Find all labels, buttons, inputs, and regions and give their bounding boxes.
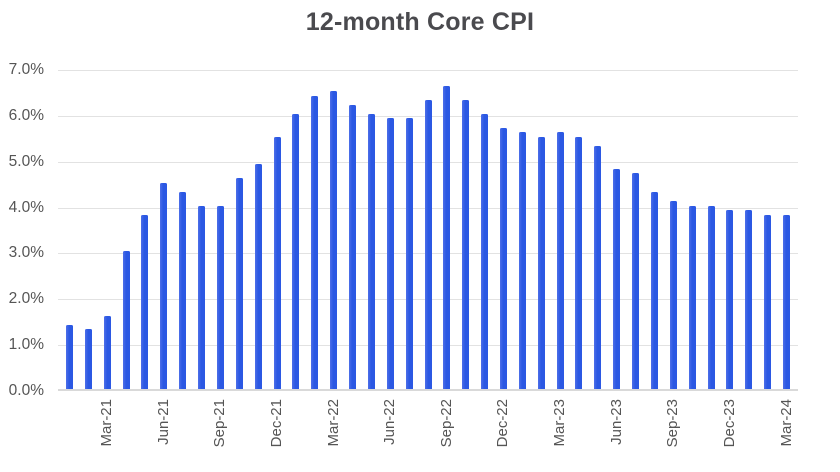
bar (216, 205, 224, 389)
y-tick-label: 0.0% (8, 382, 44, 399)
bar (518, 132, 526, 389)
y-tick-label: 7.0% (8, 61, 44, 78)
bar (311, 95, 319, 389)
y-tick-label: 5.0% (8, 152, 44, 170)
y-axis: 7.0% 6.0% 5.0% 4.0% 3.0% 2.0% 1.0% 0.0% (0, 61, 50, 399)
bar (254, 164, 262, 389)
bar (84, 329, 92, 389)
x-tick-label: Jun-21 (154, 399, 172, 445)
x-tick-label: Dec-23 (720, 399, 738, 448)
chart-title: 12-month Core CPI (305, 8, 535, 36)
bar (764, 214, 772, 389)
x-tick-label: Sep-23 (664, 399, 682, 448)
bar (292, 113, 300, 389)
bar (160, 182, 168, 389)
bar (707, 205, 715, 389)
plot-area (58, 70, 798, 391)
bar (179, 191, 187, 389)
x-tick-label: Sep-21 (211, 399, 229, 448)
x-tick-label: Dec-22 (494, 399, 512, 448)
bar (726, 210, 734, 389)
y-tick-label: 1.0% (8, 336, 44, 354)
bar (273, 136, 281, 389)
bar (367, 113, 375, 389)
y-tick-label: 4.0% (8, 198, 44, 216)
bar (632, 173, 640, 389)
bar (235, 178, 243, 389)
bar (575, 136, 583, 389)
x-axis: Mar-21 Jun-21 Sep-21 Dec-21 Mar-22 Jun-22 Sep-… (58, 391, 798, 471)
bar (443, 86, 451, 389)
bar (330, 90, 338, 389)
y-tick-label: 3.0% (8, 244, 44, 262)
bar (688, 205, 696, 389)
bar (613, 168, 621, 389)
bar (745, 210, 753, 389)
x-tick-label: Jun-22 (381, 399, 399, 445)
bar (198, 205, 206, 389)
bar (481, 113, 489, 389)
bar (349, 104, 357, 389)
bar (556, 132, 564, 389)
bar (537, 136, 545, 389)
x-tick-label: Jun-23 (607, 399, 625, 445)
bar (122, 251, 130, 389)
y-tick-label: 2.0% (8, 290, 44, 308)
x-tick-label: Mar-22 (324, 399, 342, 447)
x-tick-label: Mar-24 (777, 399, 795, 447)
x-tick-label: Mar-23 (551, 399, 569, 447)
y-tick-label: 6.0% (8, 106, 44, 124)
bar (783, 214, 790, 389)
x-tick-label: Dec-21 (268, 399, 286, 448)
bar (462, 100, 470, 389)
bar (669, 201, 677, 389)
bar (594, 145, 602, 389)
bar (386, 118, 394, 389)
x-axis-line (58, 389, 798, 391)
gridline (58, 70, 798, 71)
bar (103, 315, 111, 389)
x-tick-label: Sep-22 (437, 399, 455, 448)
bar (499, 127, 507, 389)
x-tick-label: Mar-21 (98, 399, 116, 447)
bar (66, 324, 73, 389)
bar (650, 191, 658, 389)
bar (405, 118, 413, 389)
bar (424, 100, 432, 389)
bar (141, 214, 149, 389)
